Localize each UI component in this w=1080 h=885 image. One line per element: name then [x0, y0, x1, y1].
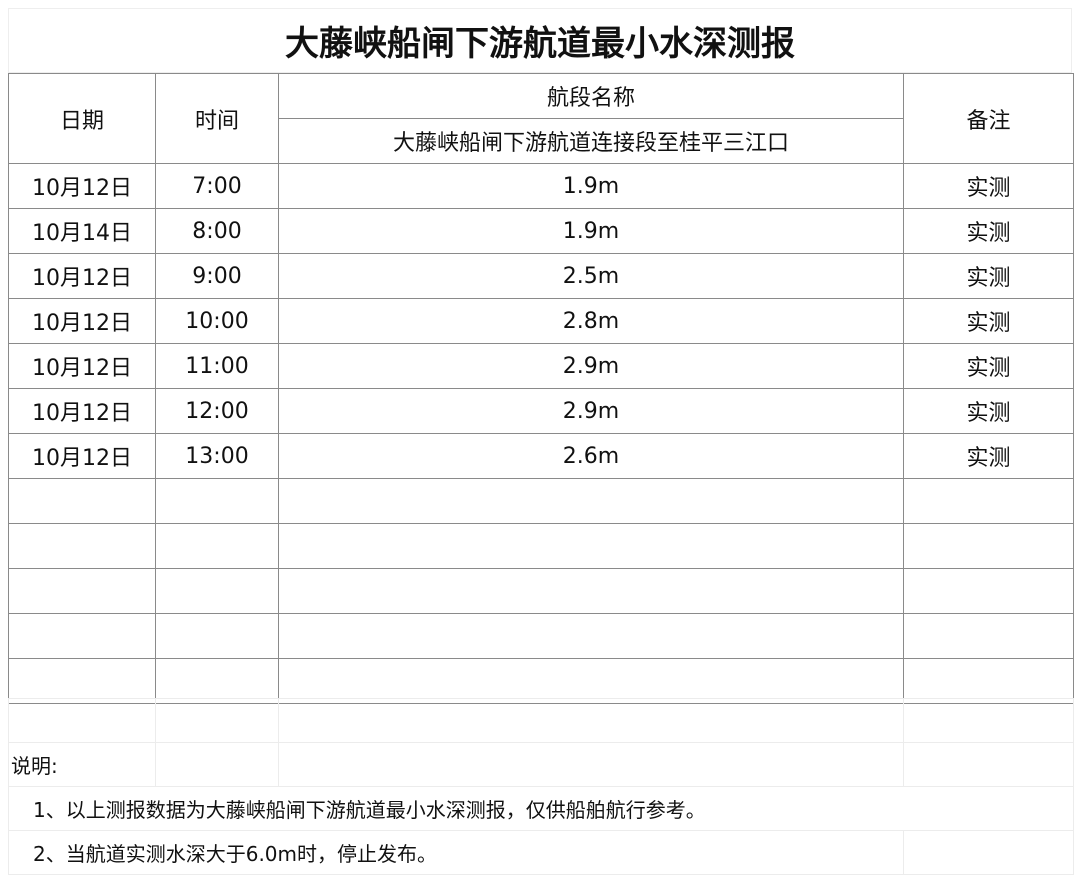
cell-date	[8, 478, 156, 524]
table-row: 10月12日 11:00 2.9m 实测	[8, 343, 1074, 389]
cell-depth: 2.5m	[278, 253, 904, 299]
cell-time: 10:00	[155, 298, 279, 344]
cell-remark	[903, 478, 1074, 524]
cell-time: 8:00	[155, 208, 279, 254]
cell-depth: 2.9m	[278, 343, 904, 389]
note-item-1: 1、以上测报数据为大藤峡船闸下游航道最小水深测报，仅供船舶航行参考。	[8, 786, 1074, 831]
depth-table: 日期 时间 航段名称 备注 大藤峡船闸下游航道连接段至桂平三江口 10月12日 7…	[8, 73, 1074, 704]
cell-remark: 实测	[903, 343, 1074, 389]
header-date: 日期	[8, 73, 156, 164]
cell-remark	[903, 523, 1074, 569]
header-subrow: 大藤峡船闸下游航道连接段至桂平三江口	[9, 118, 1074, 164]
report-title: 大藤峡船闸下游航道最小水深测报	[8, 8, 1072, 73]
empty-row	[8, 478, 1074, 524]
cell-date	[8, 523, 156, 569]
cell-remark: 实测	[903, 253, 1074, 299]
cell-date	[8, 658, 156, 704]
header-time: 时间	[155, 73, 279, 164]
cell-depth	[278, 478, 904, 524]
cell-time: 12:00	[155, 388, 279, 434]
cell-remark: 实测	[903, 388, 1074, 434]
cell-remark: 实测	[903, 163, 1074, 209]
cell-depth: 1.9m	[278, 208, 904, 254]
cell-remark	[903, 568, 1074, 614]
table-row: 10月14日 8:00 1.9m 实测	[8, 208, 1074, 254]
cell-time: 11:00	[155, 343, 279, 389]
cell-time	[155, 523, 279, 569]
cell-date	[8, 613, 156, 659]
note-row: 2、当航道实测水深大于6.0m时，停止发布。	[8, 830, 1074, 875]
note-item-2: 2、当航道实测水深大于6.0m时，停止发布。	[8, 830, 904, 875]
cell-remark: 实测	[903, 433, 1074, 479]
notes-grid: 说明: 1、以上测报数据为大藤峡船闸下游航道最小水深测报，仅供船舶航行参考。 2…	[8, 698, 1074, 875]
header-row: 日期 时间 航段名称 备注	[8, 73, 1074, 164]
cell-time: 9:00	[155, 253, 279, 299]
cell-time	[155, 613, 279, 659]
cell-depth: 2.9m	[278, 388, 904, 434]
header-remark: 备注	[903, 73, 1074, 164]
cell-remark	[903, 613, 1074, 659]
cell-remark: 实测	[903, 208, 1074, 254]
cell-depth	[278, 568, 904, 614]
cell-date: 10月12日	[8, 253, 156, 299]
cell-time: 7:00	[155, 163, 279, 209]
cell-remark: 实测	[903, 298, 1074, 344]
cell-time	[155, 478, 279, 524]
cell-depth: 2.8m	[278, 298, 904, 344]
cell-date: 10月12日	[8, 433, 156, 479]
empty-row	[8, 568, 1074, 614]
cell-date: 10月14日	[8, 208, 156, 254]
cell-depth	[278, 613, 904, 659]
cell-time: 13:00	[155, 433, 279, 479]
cell-date: 10月12日	[8, 343, 156, 389]
cell-date: 10月12日	[8, 163, 156, 209]
notes-heading: 说明:	[8, 742, 156, 787]
cell-time	[155, 658, 279, 704]
cell-time	[155, 568, 279, 614]
cell-depth: 1.9m	[278, 163, 904, 209]
cell-date: 10月12日	[8, 388, 156, 434]
table-row: 10月12日 13:00 2.6m 实测	[8, 433, 1074, 479]
table-row: 10月12日 10:00 2.8m 实测	[8, 298, 1074, 344]
empty-row	[8, 523, 1074, 569]
header-section-name: 航段名称	[278, 73, 904, 119]
empty-row	[8, 658, 1074, 704]
empty-row	[8, 613, 1074, 659]
cell-date	[8, 568, 156, 614]
cell-depth	[278, 523, 904, 569]
note-row: 1、以上测报数据为大藤峡船闸下游航道最小水深测报，仅供船舶航行参考。	[8, 786, 1074, 831]
cell-date: 10月12日	[8, 298, 156, 344]
blank-row	[8, 698, 1074, 743]
notes-heading-row: 说明:	[8, 742, 1074, 787]
header-section-value: 大藤峡船闸下游航道连接段至桂平三江口	[278, 118, 904, 164]
table-row: 10月12日 12:00 2.9m 实测	[8, 388, 1074, 434]
table-row: 10月12日 7:00 1.9m 实测	[8, 163, 1074, 209]
table-row: 10月12日 9:00 2.5m 实测	[8, 253, 1074, 299]
cell-depth: 2.6m	[278, 433, 904, 479]
cell-remark	[903, 658, 1074, 704]
cell-depth	[278, 658, 904, 704]
